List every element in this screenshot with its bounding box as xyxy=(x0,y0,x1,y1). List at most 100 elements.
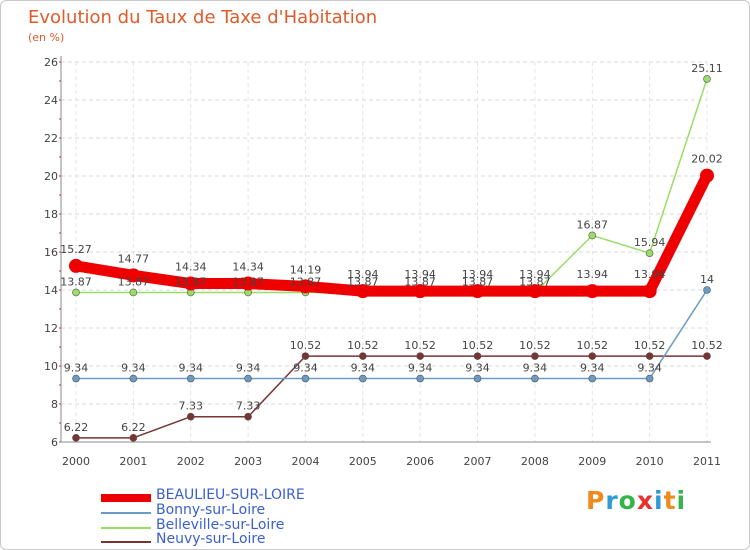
data-label-bonny: 9.34 xyxy=(121,362,146,375)
data-label-belleville: 13.87 xyxy=(462,275,494,288)
legend-label-belleville: Belleville-sur-Loire xyxy=(156,517,285,533)
legend-swatch-beaulieu xyxy=(101,494,151,502)
data-point-neuvy xyxy=(129,434,138,442)
series-line-bonny xyxy=(75,289,708,380)
legend-swatch-bonny xyxy=(101,512,151,514)
proxiti-logo: Proxiti xyxy=(586,486,686,515)
y-tick-label: 18 xyxy=(44,208,58,221)
data-point-beaulieu xyxy=(413,284,428,299)
data-label-belleville: 13.87 xyxy=(347,275,379,288)
data-point-bonny xyxy=(531,374,539,383)
data-point-bonny xyxy=(416,374,424,383)
data-label-belleville: 13.87 xyxy=(404,275,436,288)
data-label-beaulieu: 14.34 xyxy=(232,261,264,274)
data-point-belleville xyxy=(645,249,654,257)
data-label-belleville: 13.87 xyxy=(519,275,551,288)
data-label-beaulieu: 13.94 xyxy=(634,268,666,281)
data-point-bonny xyxy=(129,374,138,383)
x-tick-label-2007: 2007 xyxy=(464,455,492,468)
data-point-belleville xyxy=(72,288,80,297)
data-point-beaulieu xyxy=(700,168,714,183)
data-label-bonny: 9.34 xyxy=(64,362,89,375)
data-point-neuvy xyxy=(531,352,539,360)
data-point-beaulieu xyxy=(183,276,198,291)
data-point-beaulieu xyxy=(585,284,600,299)
y-tick-label: 20 xyxy=(44,170,58,183)
proxiti-logo-letter: o xyxy=(618,486,637,515)
legend-swatch-neuvy xyxy=(101,541,151,543)
data-point-bonny xyxy=(588,374,597,383)
data-point-belleville xyxy=(703,75,711,83)
chart-subtitle: (en %) xyxy=(28,31,65,44)
proxiti-logo-letter: t xyxy=(663,486,677,515)
data-point-neuvy xyxy=(301,352,310,360)
data-point-bonny xyxy=(703,286,711,294)
data-label-bonny: 9.34 xyxy=(178,362,203,375)
data-point-beaulieu xyxy=(527,284,542,299)
y-tick-label: 16 xyxy=(44,246,58,259)
legend-label-beaulieu: BEAULIEU-SUR-LOIRE xyxy=(156,487,305,503)
x-tick-label-2001: 2001 xyxy=(119,455,147,468)
data-label-bonny: 9.34 xyxy=(293,362,318,375)
data-label-neuvy: 10.52 xyxy=(691,339,723,352)
data-label-belleville: 13.87 xyxy=(232,275,264,288)
data-point-neuvy xyxy=(645,352,654,360)
proxiti-logo-letter: r xyxy=(605,486,619,515)
data-label-neuvy: 10.52 xyxy=(519,339,551,352)
data-label-beaulieu: 13.94 xyxy=(404,268,436,281)
data-label-beaulieu: 13.94 xyxy=(577,268,609,281)
data-point-neuvy xyxy=(473,352,482,360)
data-label-neuvy: 10.52 xyxy=(404,339,436,352)
y-tick-label: 12 xyxy=(44,322,58,335)
data-point-neuvy xyxy=(588,352,597,360)
data-point-bonny xyxy=(72,374,80,383)
x-tick-label-2002: 2002 xyxy=(177,455,205,468)
data-point-bonny xyxy=(186,374,195,383)
data-point-bonny xyxy=(244,374,252,383)
series-line-neuvy xyxy=(75,355,708,439)
data-point-beaulieu xyxy=(69,258,83,273)
data-point-belleville xyxy=(588,231,597,240)
data-point-belleville xyxy=(129,288,138,297)
data-label-beaulieu: 14.19 xyxy=(290,263,322,276)
data-label-bonny: 9.34 xyxy=(408,362,433,375)
data-label-beaulieu: 14.34 xyxy=(175,261,207,274)
data-label-belleville: 13.87 xyxy=(60,275,92,288)
y-tick-label: 8 xyxy=(51,398,58,411)
data-point-beaulieu xyxy=(126,268,141,283)
y-tick-label: 26 xyxy=(44,56,58,69)
y-tick-label: 22 xyxy=(44,132,58,145)
data-point-bonny xyxy=(359,374,367,383)
data-label-belleville: 15.94 xyxy=(634,236,666,249)
data-label-bonny: 9.34 xyxy=(637,362,662,375)
data-point-neuvy xyxy=(244,412,252,421)
data-label-belleville: 25.11 xyxy=(691,62,723,75)
data-label-beaulieu: 13.94 xyxy=(462,268,494,281)
x-tick-label-2000: 2000 xyxy=(62,455,90,468)
data-point-neuvy xyxy=(72,434,80,442)
data-point-bonny xyxy=(645,374,654,383)
data-label-neuvy: 6.22 xyxy=(64,421,89,434)
proxiti-logo-letter: i xyxy=(676,486,687,515)
x-tick-label-2011: 2011 xyxy=(693,455,721,468)
data-label-belleville: 16.87 xyxy=(577,218,609,231)
data-point-beaulieu xyxy=(355,284,370,299)
y-tick-label: 14 xyxy=(44,284,58,297)
data-label-belleville: 13.87 xyxy=(290,275,322,288)
data-label-neuvy: 10.52 xyxy=(347,339,379,352)
data-point-neuvy xyxy=(416,352,424,360)
data-label-neuvy: 10.52 xyxy=(462,339,494,352)
data-point-beaulieu xyxy=(642,284,657,299)
x-tick-label-2009: 2009 xyxy=(578,455,606,468)
y-tick-label: 6 xyxy=(51,436,58,449)
data-label-beaulieu: 13.94 xyxy=(347,268,379,281)
data-label-neuvy: 7.33 xyxy=(178,400,203,413)
data-point-beaulieu xyxy=(241,276,256,291)
x-tick-label-2003: 2003 xyxy=(234,455,262,468)
legend-swatch-belleville xyxy=(101,527,151,529)
x-tick-label-2004: 2004 xyxy=(291,455,319,468)
data-label-bonny: 14 xyxy=(700,273,714,286)
data-point-beaulieu xyxy=(298,279,313,294)
data-point-neuvy xyxy=(186,412,195,421)
